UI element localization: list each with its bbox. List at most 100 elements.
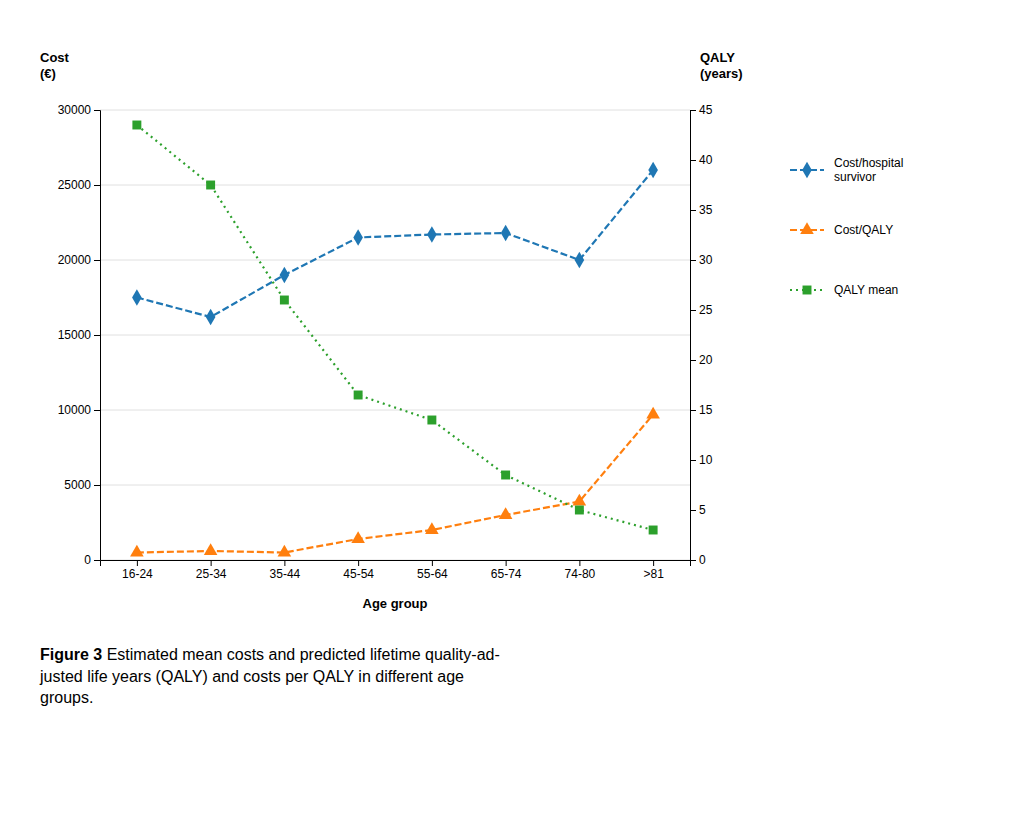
tick-mark: [690, 260, 696, 261]
series-marker: [575, 506, 584, 515]
series-marker: [132, 289, 142, 306]
tick: 5000: [64, 478, 100, 492]
grid-line: [100, 410, 690, 411]
tick-mark: [137, 560, 138, 566]
caption: Figure 3 Estimated mean costs and predic…: [39, 646, 500, 706]
axis: 0 5 10 15 20 25 30 35 40 45: [690, 103, 713, 567]
legend: Cost/hospitalsurvivor Cost/QALY QALY mean: [790, 156, 903, 297]
tick-mark: [94, 485, 100, 486]
axis: 16-24 25-34 35-44 45-54 55-64 65-74 74-80 >81: [101, 560, 691, 581]
tick: >81: [643, 560, 664, 581]
tick-mark: [653, 560, 654, 566]
series-marker: [501, 225, 511, 242]
tick-label: 20000: [58, 253, 92, 267]
grid-line: [100, 335, 690, 336]
plot-marks: [130, 121, 660, 557]
legend-label-line: Cost/QALY: [834, 223, 893, 237]
axis-domain: [691, 111, 697, 561]
tick: 15: [690, 403, 713, 417]
legend-item: Cost/hospitalsurvivor: [790, 156, 903, 184]
y2-axis-title-line: (years): [700, 66, 743, 81]
tick: 45-54: [343, 560, 374, 581]
tick-label: 55-64: [417, 567, 448, 581]
tick-label: 16-24: [122, 567, 153, 581]
tick-mark: [94, 410, 100, 411]
y-axis-title-line: Cost: [40, 50, 70, 65]
tick-mark: [284, 560, 285, 566]
series-marker: [573, 494, 587, 506]
tick: 16-24: [122, 560, 153, 581]
tick-label: 15000: [58, 328, 92, 342]
series-marker: [354, 391, 363, 400]
legend-swatch-marker: [802, 162, 812, 179]
tick-label: 20: [699, 353, 713, 367]
tick-label: 5000: [64, 478, 91, 492]
tick: 30000: [58, 103, 100, 117]
tick: 35-44: [270, 560, 301, 581]
tick: 40: [690, 153, 713, 167]
tick-label: 25-34: [196, 567, 227, 581]
tick-mark: [94, 110, 100, 111]
x-axis-title: Age group: [363, 596, 428, 611]
legend-swatch-marker: [803, 286, 812, 295]
tick-mark: [690, 210, 696, 211]
tick-mark: [211, 560, 212, 566]
tick-mark: [94, 335, 100, 336]
legend-item: QALY mean: [790, 283, 898, 297]
tick-label: 0: [699, 553, 706, 567]
tick-label: 30: [699, 253, 713, 267]
axis-domain: [94, 111, 101, 561]
tick: 20: [690, 353, 713, 367]
tick-mark: [690, 110, 696, 111]
grid-line: [100, 260, 690, 261]
legend-item: Cost/QALY: [790, 222, 893, 237]
legend-label: Cost/hospitalsurvivor: [834, 156, 903, 184]
tick: 25-34: [196, 560, 227, 581]
tick: 35: [690, 203, 713, 217]
series-marker: [206, 309, 216, 326]
tick-label: 10: [699, 453, 713, 467]
caption-line: groups.: [40, 689, 93, 706]
tick-label: 45: [699, 103, 713, 117]
series-marker: [280, 296, 289, 305]
tick-mark: [690, 560, 696, 561]
grid-line: [100, 110, 690, 111]
series-marker: [425, 522, 439, 534]
axis: 050001000015000200002500030000: [58, 103, 101, 567]
series-marker: [206, 181, 215, 190]
tick: 30: [690, 253, 713, 267]
caption-line: Estimated mean costs and predicted lifet…: [102, 646, 500, 663]
series-marker: [280, 267, 290, 284]
tick: 55-64: [417, 560, 448, 581]
tick: 20000: [58, 253, 100, 267]
series-marker: [649, 526, 658, 535]
y-axis-title-line: (€): [40, 66, 56, 81]
series-marker: [427, 226, 437, 243]
tick-mark: [690, 160, 696, 161]
series-marker: [646, 407, 660, 419]
tick-label: 15: [699, 403, 713, 417]
series-marker: [278, 545, 292, 557]
tick-label: 30000: [58, 103, 92, 117]
legend-label-line: QALY mean: [834, 283, 898, 297]
legend-label: Cost/QALY: [834, 223, 893, 237]
tick: 74-80: [565, 560, 596, 581]
tick: 25: [690, 303, 713, 317]
tick-mark: [690, 360, 696, 361]
tick-label: 5: [699, 503, 706, 517]
tick-mark: [94, 260, 100, 261]
tick: 15000: [58, 328, 100, 342]
tick-label: 10000: [58, 403, 92, 417]
chart: 16-24 25-34 35-44 45-54 55-64 65-74 74-80 >81 0 5…: [0, 0, 1031, 821]
series-line: [137, 415, 653, 553]
series-marker: [353, 229, 363, 246]
tick-mark: [94, 185, 100, 186]
tick-label: 35: [699, 203, 713, 217]
series-marker: [132, 121, 141, 130]
series-marker: [427, 416, 436, 425]
legend-label-line: Cost/hospital: [834, 156, 903, 170]
legend-label-line: survivor: [834, 170, 876, 184]
tick: 65-74: [491, 560, 522, 581]
legend-label: QALY mean: [834, 283, 898, 297]
tick: 45: [690, 103, 713, 117]
